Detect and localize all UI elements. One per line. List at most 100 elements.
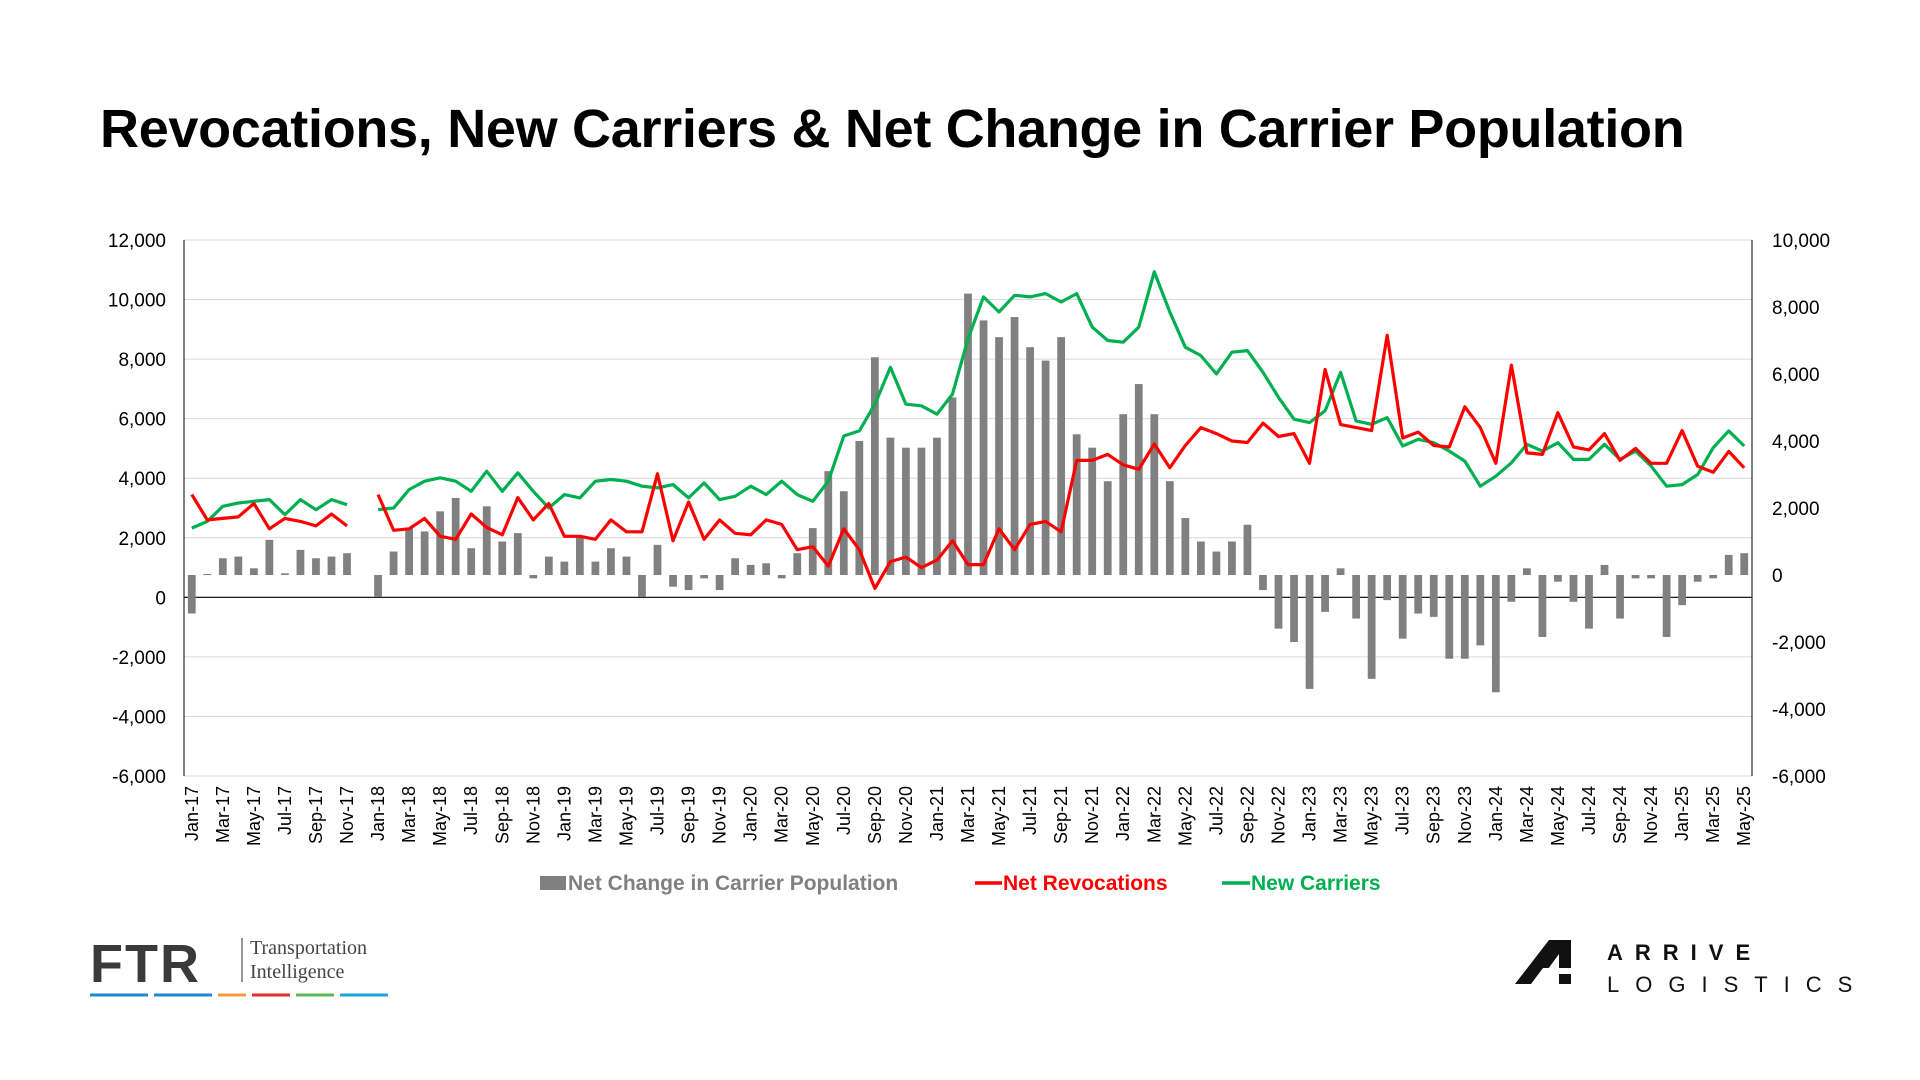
net-change-bar <box>1740 553 1749 575</box>
left-y-tick-label: 8,000 <box>118 350 166 371</box>
left-y-tick-label: 12,000 <box>108 231 166 252</box>
x-tick-label: Mar-23 <box>1331 786 1351 843</box>
x-tick-label: Jan-22 <box>1113 786 1133 841</box>
net-change-bar <box>964 293 972 575</box>
right-y-tick-label: -4,000 <box>1772 700 1826 721</box>
ftr-logo: FTR Transportation Intelligence <box>90 934 388 997</box>
x-tick-label: Nov-20 <box>896 786 916 844</box>
net-change-bar <box>1631 575 1640 579</box>
x-tick-label: May-24 <box>1548 786 1568 846</box>
net-change-bar <box>1041 360 1050 575</box>
net-change-bar <box>653 544 662 575</box>
net-change-bar <box>1274 575 1283 629</box>
right-y-tick-label: 6,000 <box>1772 365 1820 386</box>
x-tick-label: Jul-24 <box>1579 786 1599 835</box>
arrive-logistics-logo: ARRIVE LOGISTICS <box>1515 940 1868 997</box>
net-change-bar <box>374 575 382 597</box>
x-tick-label: May-23 <box>1362 786 1382 846</box>
net-change-bar <box>669 575 677 587</box>
left-y-tick-label: -6,000 <box>112 767 166 788</box>
x-tick-label: Nov-19 <box>710 786 730 844</box>
net-change-bar <box>1616 575 1624 619</box>
net-change-bar <box>187 575 196 614</box>
net-change-bar <box>1383 575 1392 601</box>
right-y-tick-label: -2,000 <box>1772 633 1826 654</box>
legend-label-new-carriers: New Carriers <box>1251 872 1381 895</box>
net-change-bar <box>1367 575 1376 679</box>
right-y-tick-label: 4,000 <box>1772 432 1820 453</box>
net-revocations-line <box>376 333 1746 591</box>
net-change-bar <box>1460 575 1469 659</box>
net-change-bar <box>684 575 693 591</box>
net-change-bar <box>591 561 600 575</box>
net-change-bar <box>544 556 553 575</box>
net-change-bar <box>700 575 708 579</box>
x-tick-label: Jul-22 <box>1206 786 1226 835</box>
net-change-bar <box>1724 554 1733 575</box>
x-tick-label: Jul-21 <box>1020 786 1040 835</box>
net-change-bar <box>1693 575 1702 582</box>
net-change-bar <box>281 573 289 575</box>
net-change-bar <box>902 447 910 575</box>
x-tick-label: May-22 <box>1175 786 1195 846</box>
net-change-bar <box>1290 575 1298 642</box>
right-y-tick-label: 10,000 <box>1772 231 1830 252</box>
net-change-bar <box>482 506 491 575</box>
net-change-bar <box>1088 447 1097 575</box>
net-change-bar <box>1507 575 1516 602</box>
x-tick-label: Nov-24 <box>1641 786 1661 844</box>
legend-label-net-change: Net Change in Carrier Population <box>568 872 898 895</box>
net-change-bar <box>1538 575 1547 637</box>
x-tick-label: Jan-17 <box>182 786 202 841</box>
net-change-bar <box>1414 575 1423 614</box>
net-change-bar <box>296 549 305 575</box>
net-change-bar <box>436 511 445 575</box>
x-tick-label: Sep-20 <box>865 786 885 844</box>
x-tick-label: Sep-22 <box>1237 786 1257 844</box>
arrive-mark-icon <box>1515 940 1571 984</box>
net-change-bar <box>1445 575 1454 659</box>
net-change-bar <box>808 528 817 575</box>
x-tick-label: May-25 <box>1734 786 1754 846</box>
net-change-bar <box>218 558 227 575</box>
net-change-bar <box>1569 575 1578 602</box>
net-change-bar <box>1321 575 1329 612</box>
net-change-bar <box>1647 575 1655 579</box>
x-tick-label: Nov-21 <box>1082 786 1102 844</box>
right-y-tick-label: 0 <box>1772 566 1783 587</box>
x-tick-label: Sep-19 <box>679 786 699 844</box>
left-y-tick-label: 0 <box>155 588 166 609</box>
x-tick-label: Jan-23 <box>1300 786 1320 841</box>
legend-label-net-revocations: Net Revocations <box>1003 872 1168 895</box>
net-change-bar <box>513 533 522 575</box>
net-change-bar <box>265 539 274 575</box>
net-change-bar <box>1305 575 1314 689</box>
x-tick-label: Sep-17 <box>306 786 326 844</box>
net-change-bar <box>777 575 786 579</box>
net-change-bar <box>870 357 879 575</box>
x-tick-label: Mar-21 <box>958 786 978 843</box>
net-change-bar <box>1165 481 1174 575</box>
net-change-bar <box>1491 575 1500 693</box>
right-y-tick-label: 2,000 <box>1772 499 1820 520</box>
ftr-mark: FTR <box>90 934 201 994</box>
arrive-line2: LOGISTICS <box>1607 972 1868 997</box>
x-tick-label: Jan-18 <box>368 786 388 841</box>
x-tick-label: May-20 <box>803 786 823 846</box>
net-change-bar <box>839 491 848 575</box>
new-carriers-line <box>377 270 1746 512</box>
x-tick-label: Mar-22 <box>1144 786 1164 843</box>
net-change-bar <box>234 556 243 575</box>
net-change-bar <box>249 568 258 575</box>
net-change-bar <box>1429 575 1438 617</box>
net-change-bar <box>1010 317 1019 575</box>
net-change-bar <box>1585 575 1593 629</box>
ftr-line1: Transportation <box>250 937 367 959</box>
net-change-bar <box>1398 575 1407 639</box>
x-tick-label: Mar-24 <box>1517 786 1537 843</box>
net-change-bar <box>560 561 569 575</box>
net-change-bar <box>529 575 538 579</box>
net-change-bar <box>607 548 615 575</box>
net-change-bar <box>995 337 1003 575</box>
right-y-tick-label: 8,000 <box>1772 298 1820 319</box>
